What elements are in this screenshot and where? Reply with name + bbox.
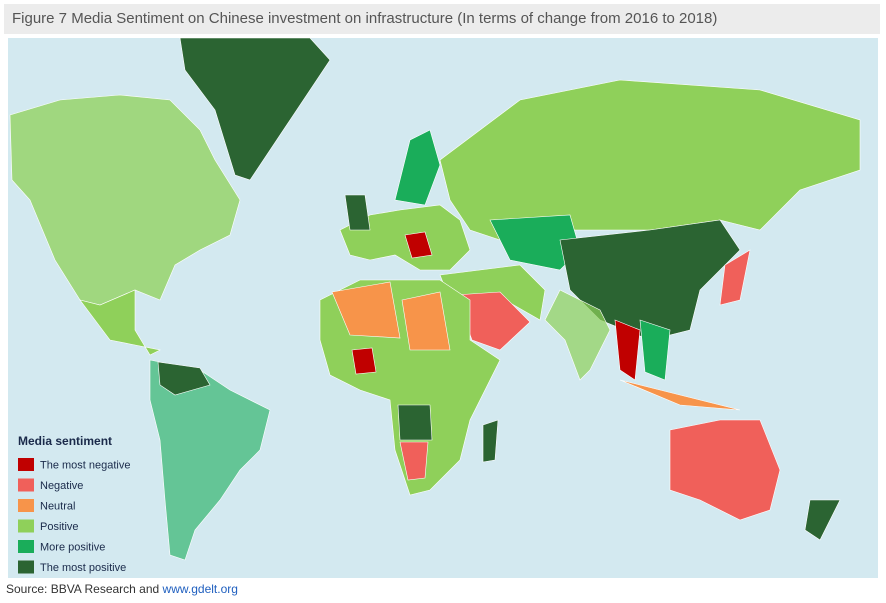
venezuela-region [157,361,211,396]
legend-swatch [18,499,34,512]
legend-swatch [18,560,34,574]
sudan [401,291,451,351]
thailand [614,319,641,381]
legend-swatch [18,478,34,492]
legend-label: Neutral [40,501,75,513]
legend: Media sentiment The most negative Negativ… [18,434,131,574]
north-america [9,94,241,306]
central-america [79,289,161,356]
australia [669,419,781,521]
legend-label: The most positive [40,562,126,574]
scandinavia [394,129,441,206]
algeria [331,281,401,339]
legend-label: More positive [40,542,105,554]
legend-label: The most negative [40,460,131,472]
russia [439,79,861,241]
legend-label: Negative [40,480,83,492]
new-zealand [804,499,841,541]
india [544,289,611,381]
indochina [639,319,671,381]
source-link[interactable]: www.gdelt.org [162,582,238,596]
figure-title: Figure 7 Media Sentiment on Chinese inve… [4,4,880,34]
legend-title: Media sentiment [18,434,112,448]
source: Source: BBVA Research and www.gdelt.org [6,582,238,596]
legend-swatch [18,540,34,553]
madagascar [482,419,499,463]
greenland [179,38,331,181]
uk [344,194,371,231]
legend-swatch [18,519,34,533]
legend-swatch [18,458,34,471]
west-africa [351,347,377,375]
europe [339,204,471,271]
south-america [149,359,271,561]
land [9,38,861,561]
balkans [404,231,433,259]
indonesia [619,379,741,411]
angola [397,404,433,441]
japan [719,249,751,306]
namibia [399,441,429,481]
source-text: Source: BBVA Research and [6,582,160,596]
world-map: Media sentiment The most negative Negativ… [8,38,878,578]
legend-label: Positive [40,521,79,533]
